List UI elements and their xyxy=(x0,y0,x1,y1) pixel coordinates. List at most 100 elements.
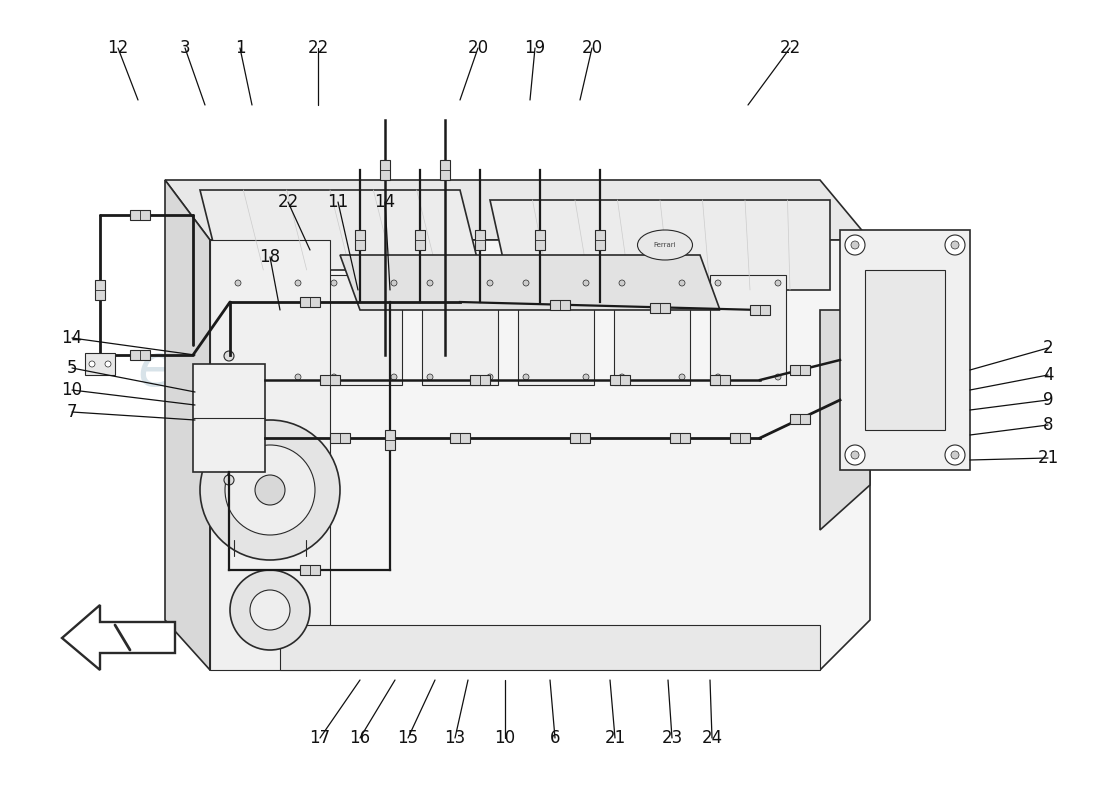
Circle shape xyxy=(952,451,959,459)
Text: 20: 20 xyxy=(582,39,603,57)
Bar xyxy=(610,375,630,385)
Circle shape xyxy=(715,280,720,286)
Bar xyxy=(385,430,395,450)
Text: 19: 19 xyxy=(525,39,546,57)
Text: 10: 10 xyxy=(494,729,516,747)
Polygon shape xyxy=(165,180,870,240)
Text: eurospares: eurospares xyxy=(537,422,864,478)
Bar xyxy=(355,230,365,250)
Text: 20: 20 xyxy=(468,39,488,57)
Bar xyxy=(750,305,770,315)
Text: 1: 1 xyxy=(234,39,245,57)
Circle shape xyxy=(945,445,965,465)
Text: 6: 6 xyxy=(550,729,560,747)
Bar xyxy=(379,160,390,180)
Bar xyxy=(535,230,544,250)
Polygon shape xyxy=(614,275,690,385)
Circle shape xyxy=(427,374,433,380)
Polygon shape xyxy=(230,275,306,385)
Bar xyxy=(415,230,425,250)
Bar xyxy=(790,414,810,424)
Circle shape xyxy=(390,374,397,380)
Polygon shape xyxy=(210,240,870,670)
Circle shape xyxy=(235,374,241,380)
Circle shape xyxy=(776,280,781,286)
Circle shape xyxy=(619,280,625,286)
Circle shape xyxy=(331,280,337,286)
Text: 15: 15 xyxy=(397,729,419,747)
Bar xyxy=(320,375,340,385)
Text: 22: 22 xyxy=(307,39,329,57)
Text: eurospares: eurospares xyxy=(138,342,463,398)
Circle shape xyxy=(255,475,285,505)
Circle shape xyxy=(679,374,685,380)
Circle shape xyxy=(952,241,959,249)
Circle shape xyxy=(390,280,397,286)
Circle shape xyxy=(224,475,234,485)
Polygon shape xyxy=(710,275,786,385)
Polygon shape xyxy=(422,275,498,385)
Ellipse shape xyxy=(638,230,693,260)
Circle shape xyxy=(331,374,337,380)
Text: 13: 13 xyxy=(444,729,465,747)
Polygon shape xyxy=(62,605,175,670)
Bar xyxy=(95,280,104,300)
Text: 17: 17 xyxy=(309,729,331,747)
Bar xyxy=(330,433,350,443)
Circle shape xyxy=(427,280,433,286)
Text: 2: 2 xyxy=(1043,339,1054,357)
Bar xyxy=(710,375,730,385)
Circle shape xyxy=(487,374,493,380)
Text: 4: 4 xyxy=(1043,366,1054,384)
Text: 10: 10 xyxy=(62,381,82,399)
Bar xyxy=(300,297,320,307)
Bar xyxy=(300,565,320,575)
Circle shape xyxy=(200,420,340,560)
Text: eurospares: eurospares xyxy=(575,198,824,242)
Circle shape xyxy=(487,280,493,286)
Text: 11: 11 xyxy=(328,193,349,211)
Circle shape xyxy=(295,374,301,380)
Circle shape xyxy=(583,280,588,286)
Bar xyxy=(450,433,470,443)
Circle shape xyxy=(235,280,241,286)
Bar xyxy=(440,160,450,180)
Circle shape xyxy=(522,280,529,286)
Bar xyxy=(790,365,810,375)
Circle shape xyxy=(224,351,234,361)
Text: 18: 18 xyxy=(260,248,280,266)
Text: 14: 14 xyxy=(374,193,396,211)
Bar xyxy=(130,210,150,220)
Text: 14: 14 xyxy=(62,329,82,347)
Circle shape xyxy=(776,374,781,380)
Text: 16: 16 xyxy=(350,729,371,747)
Circle shape xyxy=(295,280,301,286)
Circle shape xyxy=(945,235,965,255)
Bar xyxy=(670,433,690,443)
Text: 23: 23 xyxy=(661,729,683,747)
Circle shape xyxy=(89,361,95,367)
Text: 12: 12 xyxy=(108,39,129,57)
Bar xyxy=(595,230,605,250)
Circle shape xyxy=(845,445,865,465)
Polygon shape xyxy=(490,200,830,290)
Circle shape xyxy=(679,280,685,286)
Bar xyxy=(85,353,116,375)
Polygon shape xyxy=(210,240,330,670)
Circle shape xyxy=(851,241,859,249)
Text: 22: 22 xyxy=(780,39,801,57)
Polygon shape xyxy=(820,310,870,530)
Circle shape xyxy=(619,374,625,380)
Bar xyxy=(730,433,750,443)
Bar xyxy=(550,300,570,310)
Bar xyxy=(475,230,485,250)
Circle shape xyxy=(226,445,315,535)
Circle shape xyxy=(845,235,865,255)
Polygon shape xyxy=(865,270,945,430)
Bar xyxy=(650,303,670,313)
Circle shape xyxy=(583,374,588,380)
Bar xyxy=(470,375,490,385)
Polygon shape xyxy=(518,275,594,385)
Polygon shape xyxy=(200,190,480,270)
Polygon shape xyxy=(165,180,210,670)
